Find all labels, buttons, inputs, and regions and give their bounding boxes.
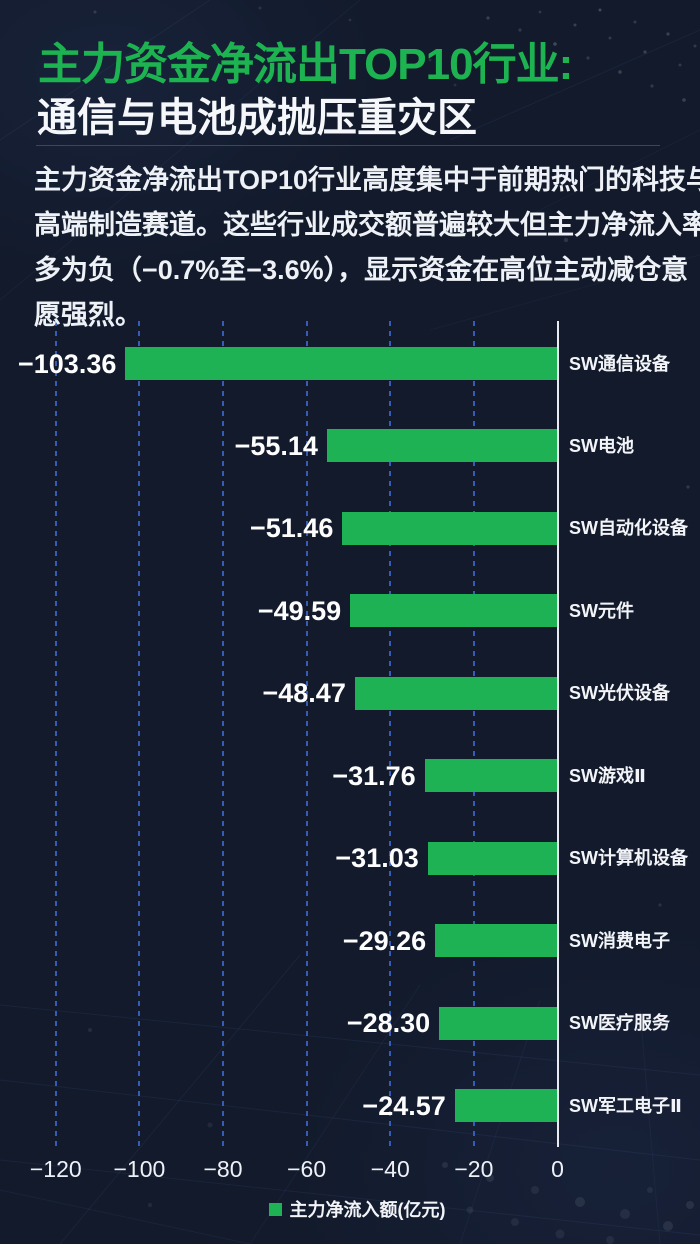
legend-swatch: [268, 1202, 282, 1216]
summary-line: 多为负（−0.7%至−3.6%），显示资金在高位主动减仓意: [34, 255, 689, 285]
summary-line: 高端制造赛道。这些行业成交额普遍较大但主力净流入率: [34, 210, 700, 240]
summary-paragraph: 主力资金净流出TOP10行业高度集中于前期热门的科技与 高端制造赛道。这些行业成…: [34, 158, 700, 338]
bar: [435, 924, 558, 958]
bar-category-label: SW通信设备: [569, 353, 670, 374]
bar-category-label: SW游戏Ⅱ: [569, 765, 646, 786]
bar: [427, 841, 558, 875]
header-divider: [36, 145, 660, 146]
bar-category-label: SW消费电子: [569, 930, 670, 951]
bar-category-label: SW军工电子Ⅱ: [569, 1095, 682, 1116]
axis-tick-label: −120: [29, 1156, 82, 1182]
grid-line: [54, 321, 57, 1147]
page-subtitle: 通信与电池成抛压重灾区: [37, 96, 477, 140]
bar-category-label: SW计算机设备: [569, 848, 688, 869]
bar: [350, 594, 558, 628]
bar-value-label: −28.30: [346, 1008, 431, 1039]
summary-line: 主力资金净流出TOP10行业高度集中于前期热门的科技与: [34, 165, 700, 195]
bar-value-label: −103.36: [18, 348, 117, 379]
chart-legend: 主力净流入额(亿元): [7, 1196, 700, 1222]
grid-line: [305, 321, 308, 1147]
bar-category-label: SW电池: [569, 435, 634, 456]
bar: [326, 429, 558, 463]
bar: [125, 347, 558, 380]
bar-value-label: −29.26: [342, 925, 427, 956]
axis-tick-label: −80: [203, 1156, 243, 1182]
bar-value-label: −31.03: [335, 843, 419, 874]
axis-tick-label: −100: [113, 1156, 166, 1182]
bar-value-label: −51.46: [250, 513, 334, 544]
bar-value-label: −24.57: [362, 1090, 446, 1121]
bar-value-label: −49.59: [257, 595, 342, 626]
bar: [354, 676, 558, 710]
legend-label: 主力净流入额(亿元): [289, 1200, 446, 1220]
bar-category-label: SW自动化设备: [569, 518, 688, 539]
grid-line: [222, 321, 225, 1147]
grid-line: [138, 321, 141, 1147]
grid-line: [389, 321, 392, 1147]
bar-value-label: −48.47: [262, 678, 346, 709]
bar: [424, 759, 558, 793]
axis-zero-line: [556, 321, 559, 1147]
axis-tick-label: −40: [370, 1156, 410, 1182]
axis-tick-label: 0: [551, 1156, 564, 1182]
bar-value-label: −31.76: [332, 760, 416, 791]
bar: [454, 1089, 558, 1123]
axis-tick-label: −60: [287, 1156, 327, 1182]
bar-category-label: SW光伏设备: [569, 683, 670, 704]
bar-category-label: SW元件: [569, 600, 634, 621]
bar-category-label: SW医疗服务: [569, 1013, 670, 1034]
grid-line: [472, 321, 475, 1147]
bar: [439, 1006, 558, 1040]
page-title: 主力资金净流出TOP10行业:: [38, 40, 573, 89]
bar-value-label: −55.14: [234, 430, 318, 461]
axis-tick-label: −20: [454, 1156, 494, 1182]
summary-line: 愿强烈。: [34, 300, 142, 330]
bar: [342, 511, 558, 545]
